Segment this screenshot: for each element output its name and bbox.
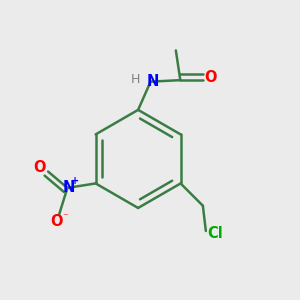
Text: O: O <box>34 160 46 175</box>
Text: +: + <box>71 176 79 186</box>
Text: H: H <box>130 73 140 86</box>
Text: N: N <box>63 179 75 194</box>
Text: Cl: Cl <box>208 226 223 241</box>
Text: ⁻: ⁻ <box>63 213 69 223</box>
Text: O: O <box>50 214 63 229</box>
Text: N: N <box>147 74 159 88</box>
Text: O: O <box>205 70 217 85</box>
